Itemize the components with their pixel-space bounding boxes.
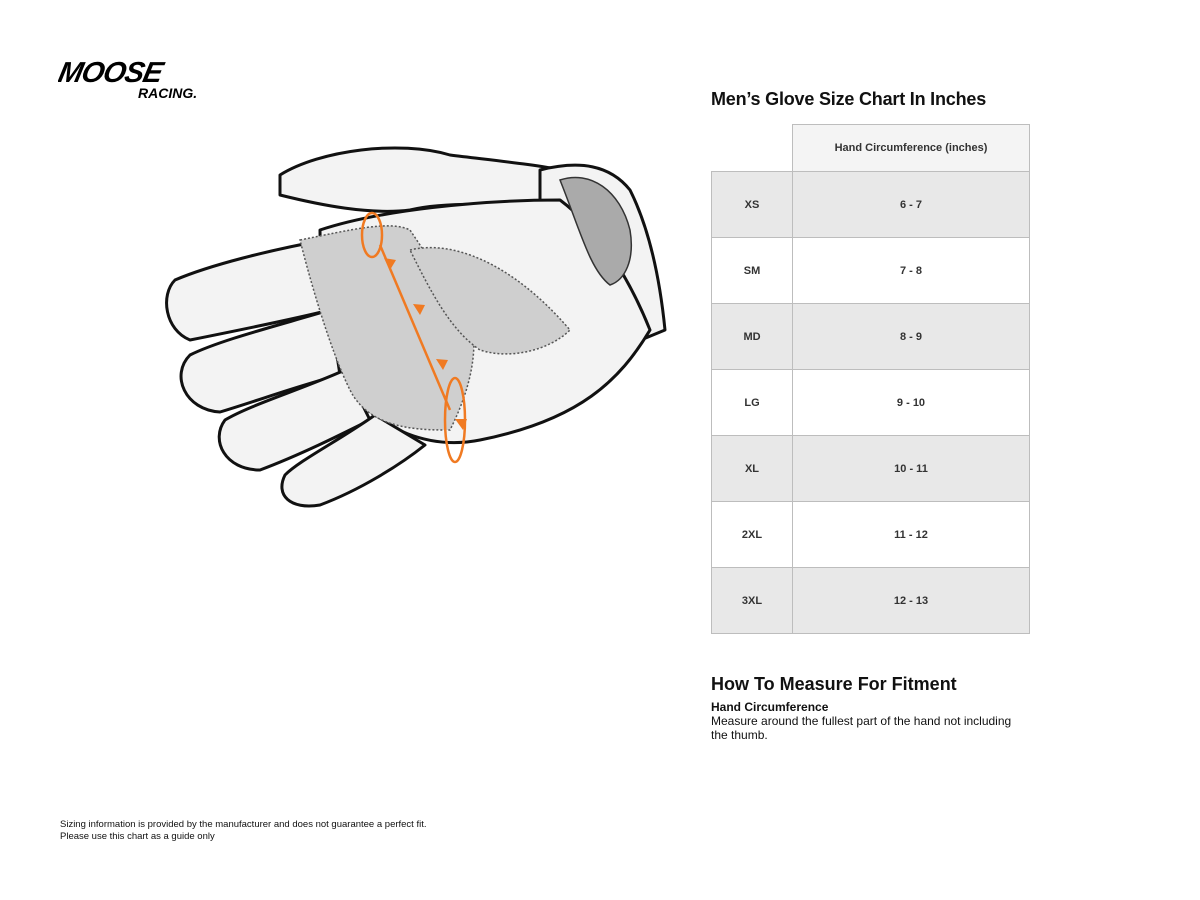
disclaimer: Sizing information is provided by the ma… <box>60 819 427 843</box>
size-cell: LG <box>711 369 793 436</box>
table-header-row: Hand Circumference (inches) <box>711 124 1030 172</box>
blank-header-cell <box>711 124 793 172</box>
table-row: 3XL 12 - 13 <box>711 567 1030 634</box>
measure-subtitle: Hand Circumference <box>711 700 829 714</box>
finger-3 <box>217 368 372 472</box>
moose-racing-logo: MOOSE RACING. <box>58 58 197 101</box>
size-chart-table: Hand Circumference (inches) XS 6 - 7 SM 7 … <box>711 124 1030 634</box>
size-cell: 3XL <box>711 567 793 634</box>
svg-text:MOOSE: MOOSE <box>58 58 168 89</box>
size-cell: 2XL <box>711 501 793 568</box>
finger-2 <box>179 308 342 414</box>
value-cell: 10 - 11 <box>792 435 1030 502</box>
table-row: LG 9 - 10 <box>711 369 1030 436</box>
table-row: MD 8 - 9 <box>711 303 1030 370</box>
value-cell: 12 - 13 <box>792 567 1030 634</box>
value-cell: 8 - 9 <box>792 303 1030 370</box>
finger-1 <box>165 238 332 342</box>
measure-title: How To Measure For Fitment <box>711 674 957 694</box>
size-chart-title: Men’s Glove Size Chart In Inches <box>711 89 987 109</box>
value-cell: 6 - 7 <box>792 171 1030 238</box>
size-cell: MD <box>711 303 793 370</box>
finger-4 <box>280 413 427 508</box>
table-row: XS 6 - 7 <box>711 171 1030 238</box>
size-cell: SM <box>711 237 793 304</box>
disclaimer-line: Sizing information is provided by the ma… <box>60 819 427 830</box>
table-row: XL 10 - 11 <box>711 435 1030 502</box>
value-cell: 7 - 8 <box>792 237 1030 304</box>
value-cell: 11 - 12 <box>792 501 1030 568</box>
table-row: SM 7 - 8 <box>711 237 1030 304</box>
size-cell: XS <box>711 171 793 238</box>
size-cell: XL <box>711 435 793 502</box>
measure-instructions: Measure around the fullest part of the h… <box>711 714 1012 742</box>
value-cell: 9 - 10 <box>792 369 1030 436</box>
svg-text:RACING.: RACING. <box>138 85 197 101</box>
disclaimer-line: Please use this chart as a guide only <box>60 831 215 842</box>
glove-illustration <box>165 146 667 508</box>
table-row: 2XL 11 - 12 <box>711 501 1030 568</box>
column-header-hand-circumference: Hand Circumference (inches) <box>792 124 1030 172</box>
